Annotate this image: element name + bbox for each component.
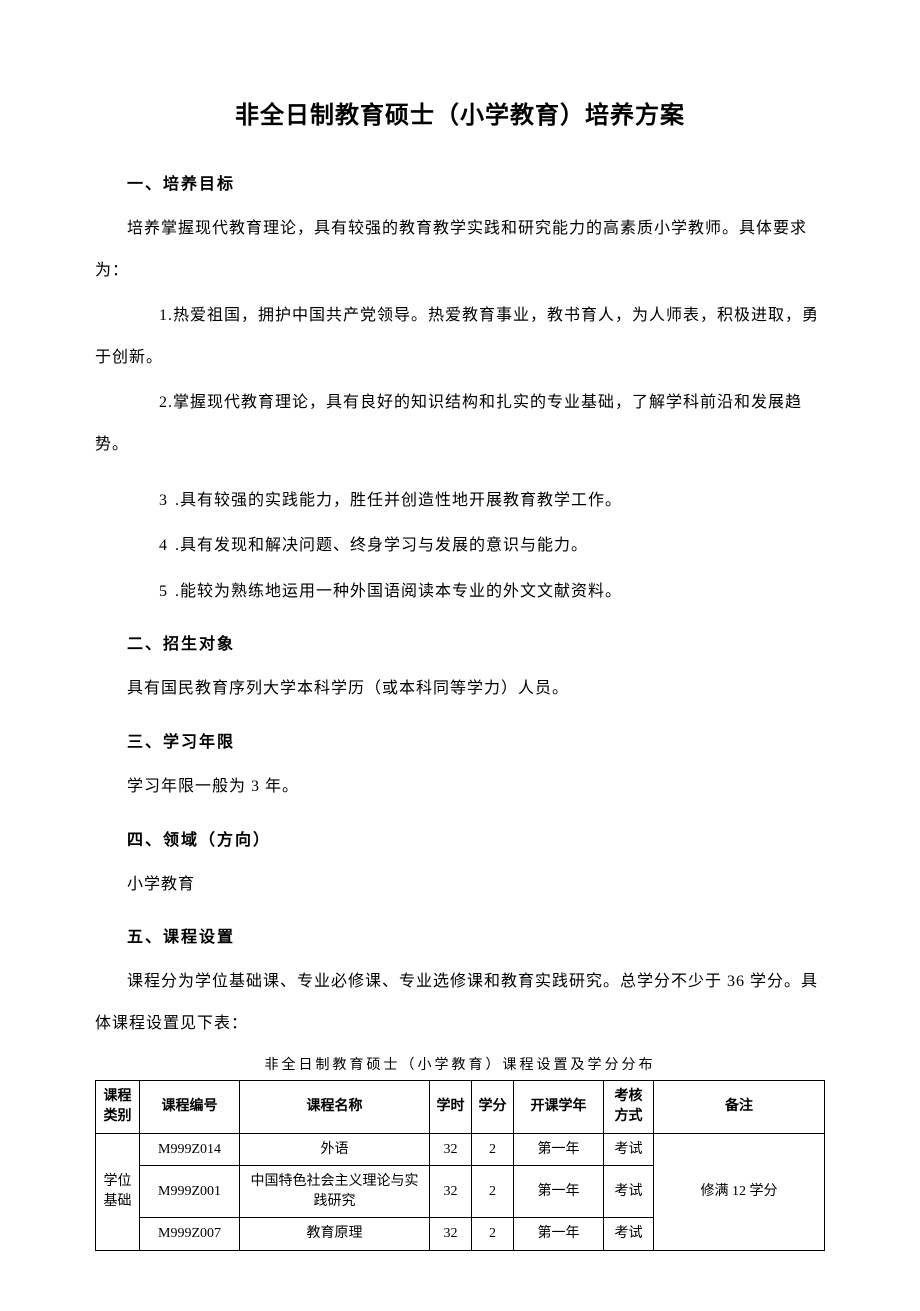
item-number: 5: [127, 571, 175, 613]
col-header-note: 备注: [654, 1081, 825, 1133]
col-header-hours: 学时: [430, 1081, 472, 1133]
col-header-credit: 学分: [472, 1081, 514, 1133]
cell-hours: 32: [430, 1218, 472, 1251]
item-number: 1: [127, 295, 168, 337]
item-text: .掌握现代教育理论，具有良好的知识结构和扎实的专业基础，了解学科前沿和发展趋势。: [95, 394, 802, 453]
section2-para: 具有国民教育序列大学本科学历（或本科同等学力）人员。: [95, 668, 825, 710]
section4-para: 小学教育: [95, 864, 825, 906]
item-text: .能较为熟练地运用一种外国语阅读本专业的外文文献资料。: [175, 583, 622, 600]
item-number: 4: [127, 525, 175, 567]
item-text: .具有发现和解决问题、终身学习与发展的意识与能力。: [175, 537, 588, 554]
cell-year: 第一年: [514, 1166, 604, 1218]
item-number: 2: [127, 382, 168, 424]
document-title: 非全日制教育硕士（小学教育）培养方案: [95, 95, 825, 130]
section-heading-5: 五、课程设置: [95, 923, 825, 947]
section1-intro: 培养掌握现代教育理论，具有较强的教育教学实践和研究能力的高素质小学教师。具体要求…: [95, 208, 825, 291]
table-header-row: 课程类别 课程编号 课程名称 学时 学分 开课学年 考核方式 备注: [96, 1081, 825, 1133]
cell-assess: 考试: [604, 1166, 654, 1218]
list-item: 3.具有较强的实践能力，胜任并创造性地开展教育教学工作。: [95, 480, 825, 522]
cell-name: 外语: [240, 1133, 430, 1166]
cell-year: 第一年: [514, 1218, 604, 1251]
cell-assess: 考试: [604, 1133, 654, 1166]
col-header-year: 开课学年: [514, 1081, 604, 1133]
item-number: 3: [127, 480, 175, 522]
cell-credit: 2: [472, 1166, 514, 1218]
col-header-category: 课程类别: [96, 1081, 140, 1133]
cell-assess: 考试: [604, 1218, 654, 1251]
section-heading-1: 一、培养目标: [95, 170, 825, 194]
table-caption: 非全日制教育硕士（小学教育）课程设置及学分分布: [95, 1054, 825, 1074]
section-heading-4: 四、领域（方向）: [95, 826, 825, 850]
cell-note: 修满 12 学分: [654, 1133, 825, 1250]
item-text: .热爱祖国，拥护中国共产党领导。热爱教育事业，教书育人，为人师表，积极进取，勇于…: [95, 307, 819, 366]
section-heading-2: 二、招生对象: [95, 630, 825, 654]
item-text: .具有较强的实践能力，胜任并创造性地开展教育教学工作。: [175, 492, 622, 509]
section-heading-3: 三、学习年限: [95, 728, 825, 752]
table-row: 学位基础 M999Z014 外语 32 2 第一年 考试 修满 12 学分: [96, 1133, 825, 1166]
col-header-name: 课程名称: [240, 1081, 430, 1133]
col-header-assess: 考核方式: [604, 1081, 654, 1133]
cell-hours: 32: [430, 1133, 472, 1166]
cell-year: 第一年: [514, 1133, 604, 1166]
cell-code: M999Z007: [140, 1218, 240, 1251]
cell-category: 学位基础: [96, 1133, 140, 1250]
cell-name: 教育原理: [240, 1218, 430, 1251]
section5-para: 课程分为学位基础课、专业必修课、专业选修课和教育实践研究。总学分不少于 36 学…: [95, 961, 825, 1044]
list-item: 5.能较为熟练地运用一种外国语阅读本专业的外文文献资料。: [95, 571, 825, 613]
course-table: 课程类别 课程编号 课程名称 学时 学分 开课学年 考核方式 备注 学位基础 M…: [95, 1080, 825, 1251]
list-item: 2.掌握现代教育理论，具有良好的知识结构和扎实的专业基础，了解学科前沿和发展趋势…: [95, 382, 825, 465]
cell-hours: 32: [430, 1166, 472, 1218]
document-page: 非全日制教育硕士（小学教育）培养方案 一、培养目标 培养掌握现代教育理论，具有较…: [0, 0, 920, 1311]
cell-name: 中国特色社会主义理论与实践研究: [240, 1166, 430, 1218]
cell-credit: 2: [472, 1133, 514, 1166]
col-header-code: 课程编号: [140, 1081, 240, 1133]
section3-para: 学习年限一般为 3 年。: [95, 766, 825, 808]
cell-code: M999Z001: [140, 1166, 240, 1218]
cell-code: M999Z014: [140, 1133, 240, 1166]
cell-credit: 2: [472, 1218, 514, 1251]
list-item: 1.热爱祖国，拥护中国共产党领导。热爱教育事业，教书育人，为人师表，积极进取，勇…: [95, 295, 825, 378]
list-item: 4.具有发现和解决问题、终身学习与发展的意识与能力。: [95, 525, 825, 567]
